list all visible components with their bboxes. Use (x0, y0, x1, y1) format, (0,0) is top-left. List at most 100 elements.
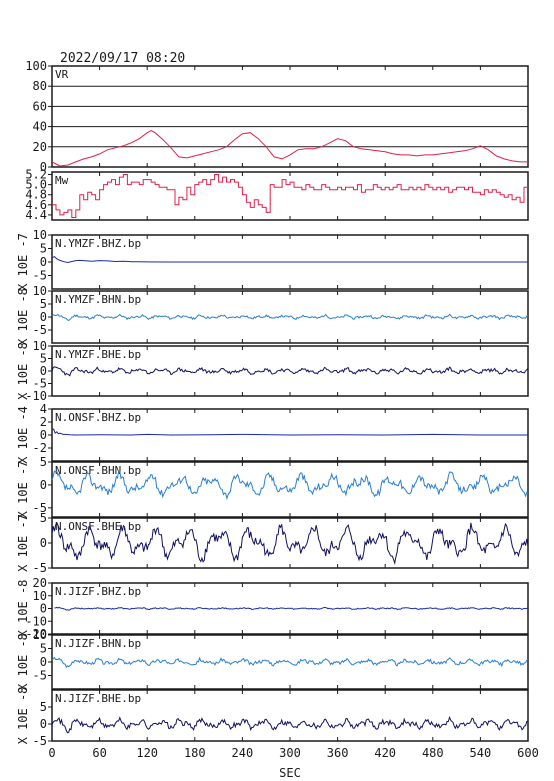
y-tick-label: -2 (33, 441, 47, 455)
y-tick-label: 10 (33, 284, 47, 298)
panel-label: N.JIZF.BHZ.bp (55, 585, 141, 598)
y-tick-label: 5.2 (25, 168, 47, 182)
y-tick-label: 100 (25, 59, 47, 73)
y-tick-label: 10 (33, 628, 47, 642)
x-tick-label: 240 (232, 746, 254, 760)
panel-label: N.ONSF.BHE.bp (55, 520, 141, 533)
units-label: X 10E -8 (16, 580, 30, 638)
series-line-jizf-bhz (54, 606, 529, 611)
x-tick-label: 60 (92, 746, 106, 760)
x-tick-label: 120 (136, 746, 158, 760)
x-tick-label: 360 (327, 746, 349, 760)
panel-label: N.ONSF.BHN.bp (55, 464, 141, 477)
y-tick-label: 4 (40, 402, 47, 416)
panel-label: N.JIZF.BHN.bp (55, 637, 141, 650)
x-tick-label: 180 (184, 746, 206, 760)
panel-vr: 0 20 40 60 80 100 VR (25, 59, 529, 174)
units-label: X 10E -7 (16, 461, 30, 519)
y-tick-label: -10 (25, 389, 47, 403)
units-label: X 10E -8 (16, 687, 30, 745)
y-tick-label: -5 (33, 269, 47, 283)
series-line-ymzf-bhe (51, 366, 529, 377)
y-tick-label: 4.4 (25, 208, 47, 222)
y-tick-label: 40 (33, 120, 47, 134)
y-tick-label: 20 (33, 140, 47, 154)
series-line-jizf-bhe (51, 715, 528, 734)
y-tick-label: 10 (33, 228, 47, 242)
y-tick-label: 0 (40, 160, 47, 174)
x-tick-label: 480 (422, 746, 444, 760)
y-tick-label: -5 (33, 561, 47, 575)
y-tick-label: 5 (40, 297, 47, 311)
y-tick-label: 0 (40, 428, 47, 442)
y-tick-label: 10 (33, 589, 47, 603)
units-label: X 10E -8 (16, 342, 30, 400)
panel-label: N.YMZF.BHE.bp (55, 348, 141, 361)
series-line-mw (52, 174, 528, 218)
y-tick-label: 4.8 (25, 188, 47, 202)
panel-label: N.YMZF.BHN.bp (55, 293, 141, 306)
y-tick-label: 0 (40, 602, 47, 616)
x-axis-label: SEC (279, 766, 301, 780)
units-label: X 10E -7 (16, 233, 30, 291)
y-tick-label: -5 (33, 501, 47, 515)
units-label: X 10E -8 (16, 288, 30, 346)
series-line-vr (51, 130, 528, 167)
panel-frame (51, 171, 529, 221)
x-tick-label: 600 (517, 746, 539, 760)
y-tick-label: -5 (33, 669, 47, 683)
y-tick-label: 0 (40, 536, 47, 550)
y-tick-label: 5.0 (25, 178, 47, 192)
panel-label: Mw (55, 174, 69, 187)
panel-label: N.JIZF.BHE.bp (55, 692, 141, 705)
panel-jizf-bhe: -5 0 5 N.JIZF.BHE.bp X 10E -8 (16, 687, 529, 748)
x-tick-label: 540 (470, 746, 492, 760)
x-axis: 0 60 120 180 240 300 360 420 480 540 600 (48, 746, 538, 760)
y-tick-label: -5 (33, 734, 47, 748)
series-line-onsf-bhe (51, 522, 529, 565)
panel-onsf-bhn: -5 0 5 N.ONSF.BHN.bp X 10E -7 (16, 455, 529, 519)
panel-mw: 4.44.64.85.05.2 Mw (25, 168, 529, 222)
y-tick-label: -10 (25, 614, 47, 628)
series-line-ymzf-bhz (51, 255, 528, 264)
y-tick-label: -5 (33, 323, 47, 337)
series-line-jizf-bhn (51, 656, 529, 669)
y-tick-label: 0 (40, 364, 47, 378)
x-tick-label: 0 (48, 746, 55, 760)
y-tick-label: -20 (25, 627, 47, 641)
x-tick-label: 420 (374, 746, 396, 760)
y-tick-label: 5 (40, 642, 47, 656)
units-label: X 10E -4 (16, 406, 30, 464)
y-tick-label: 0 (40, 255, 47, 269)
y-tick-label: 80 (33, 79, 47, 93)
units-label: X 10E -7 (16, 514, 30, 572)
y-tick-label: 5 (40, 242, 47, 256)
y-tick-label: 10 (33, 339, 47, 353)
y-tick-label: -5 (33, 377, 47, 391)
panel-label: N.ONSF.BHZ.bp (55, 411, 141, 424)
units-label: X 10E -8 (16, 633, 30, 691)
series-line-onsf-bhn (51, 470, 529, 501)
y-tick-label: 0 (40, 717, 47, 731)
x-tick-label: 300 (279, 746, 301, 760)
y-tick-label: 5 (40, 455, 47, 469)
y-tick-label: 0 (40, 655, 47, 669)
y-tick-label: 5 (40, 700, 47, 714)
panel-label: VR (55, 68, 69, 81)
panel-label: N.YMZF.BHZ.bp (55, 237, 141, 250)
y-tick-label: 2 (40, 415, 47, 429)
y-tick-label: 5 (40, 352, 47, 366)
y-tick-label: 20 (33, 576, 47, 590)
series-line-onsf-bhz (51, 428, 528, 436)
y-tick-label: 60 (33, 99, 47, 113)
panel-onsf-bhe: -5 0 5 N.ONSF.BHE.bp X 10E -7 (16, 511, 529, 575)
y-tick-label: 4.6 (25, 198, 47, 212)
